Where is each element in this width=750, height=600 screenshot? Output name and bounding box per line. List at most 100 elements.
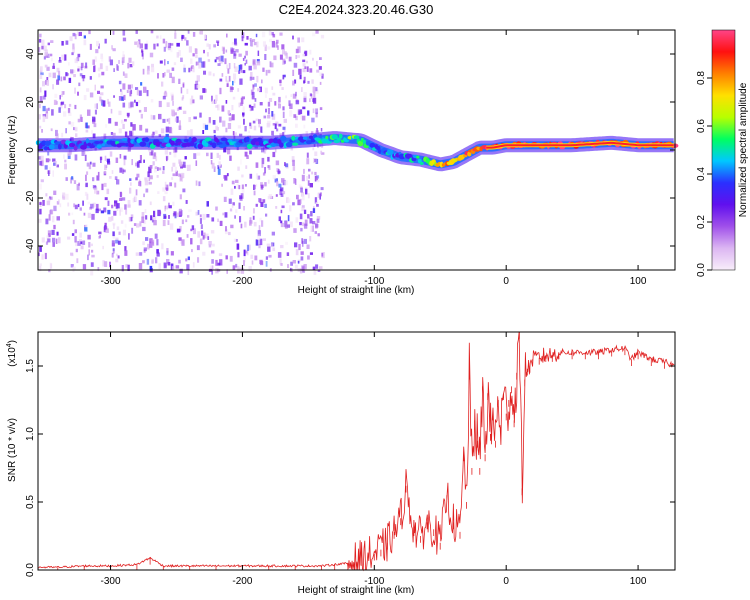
noise-speckle (193, 116, 197, 120)
noise-speckle (154, 166, 157, 173)
noise-speckle (63, 54, 67, 61)
noise-speckle (270, 243, 273, 248)
noise-speckle (144, 209, 147, 214)
noise-speckle (169, 43, 174, 46)
noise-speckle (58, 199, 60, 203)
noise-speckle (158, 100, 162, 108)
noise-speckle (229, 208, 233, 212)
ridge-blob (204, 142, 209, 147)
noise-speckle (312, 266, 316, 270)
noise-speckle (116, 179, 120, 185)
noise-speckle (226, 64, 228, 69)
noise-speckle (259, 102, 263, 106)
noise-speckle (166, 118, 169, 122)
ridge-blob (255, 141, 261, 146)
noise-speckle (279, 32, 283, 36)
noise-speckle (166, 205, 168, 210)
noise-speckle (282, 111, 285, 118)
noise-speckle (111, 204, 114, 209)
noise-speckle (314, 151, 318, 156)
noise-speckle (104, 155, 107, 161)
noise-speckle (186, 234, 189, 238)
noise-speckle (129, 130, 133, 137)
noise-speckle (61, 54, 65, 60)
noise-speckle (39, 125, 42, 129)
noise-speckle (118, 96, 122, 101)
noise-speckle (210, 230, 215, 234)
noise-speckle (165, 126, 170, 133)
noise-speckle (70, 252, 74, 256)
noise-speckle (179, 120, 181, 126)
noise-speckle (169, 126, 172, 134)
noise-speckle (236, 183, 240, 189)
noise-speckle (252, 59, 256, 65)
noise-speckle (123, 155, 127, 160)
noise-speckle (124, 73, 128, 78)
noise-speckle (102, 260, 105, 267)
noise-speckle (268, 30, 272, 36)
noise-speckle (77, 32, 80, 37)
noise-speckle (300, 251, 304, 255)
noise-speckle (122, 30, 126, 36)
noise-speckle (84, 227, 88, 232)
noise-speckle (143, 86, 147, 93)
noise-speckle (191, 225, 195, 230)
noise-speckle (44, 64, 48, 68)
noise-speckle (142, 260, 145, 264)
noise-speckle (238, 202, 241, 209)
noise-speckle (74, 204, 78, 210)
noise-speckle (97, 67, 101, 72)
ridge-blob (325, 135, 329, 140)
noise-speckle (304, 66, 307, 69)
noise-speckle (86, 171, 89, 175)
noise-speckle (309, 236, 312, 242)
noise-speckle (89, 76, 92, 80)
ridge-blob (44, 140, 51, 146)
noise-speckle (93, 65, 96, 73)
noise-speckle (164, 215, 167, 219)
noise-speckle (274, 148, 277, 153)
noise-speckle (133, 223, 137, 226)
noise-speckle (113, 210, 117, 216)
noise-speckle (253, 63, 257, 70)
noise-speckle (148, 166, 152, 174)
noise-speckle (273, 55, 277, 61)
noise-speckle (129, 178, 132, 181)
noise-speckle (52, 63, 55, 69)
noise-speckle (303, 209, 307, 214)
noise-speckle (90, 243, 93, 247)
noise-speckle (170, 92, 174, 96)
noise-speckle (258, 243, 261, 249)
colorbar-fill (712, 30, 735, 270)
noise-speckle (215, 206, 218, 211)
noise-speckle (218, 161, 221, 167)
noise-speckle (87, 234, 91, 240)
noise-speckle (244, 184, 247, 187)
noise-speckle (51, 209, 54, 215)
noise-speckle (159, 60, 163, 64)
noise-speckle (91, 254, 95, 258)
noise-speckle (55, 129, 58, 136)
noise-speckle (153, 216, 157, 221)
noise-speckle (171, 266, 175, 270)
noise-speckle (119, 191, 122, 198)
noise-speckle (119, 154, 122, 159)
noise-speckle (261, 79, 263, 84)
noise-speckle (39, 263, 42, 267)
noise-speckle (213, 129, 216, 134)
noise-speckle (111, 242, 115, 247)
noise-speckle (237, 268, 240, 274)
noise-speckle (107, 159, 110, 164)
noise-speckle (47, 158, 51, 162)
noise-speckle (278, 183, 282, 188)
noise-speckle (213, 44, 216, 48)
noise-speckle (104, 226, 108, 230)
noise-speckle (262, 238, 266, 241)
noise-speckle (226, 33, 228, 38)
noise-speckle (158, 113, 162, 120)
noise-speckle (171, 76, 175, 84)
noise-speckle (168, 215, 170, 219)
noise-speckle (196, 75, 200, 82)
noise-speckle (300, 187, 303, 193)
noise-speckle (82, 264, 87, 270)
